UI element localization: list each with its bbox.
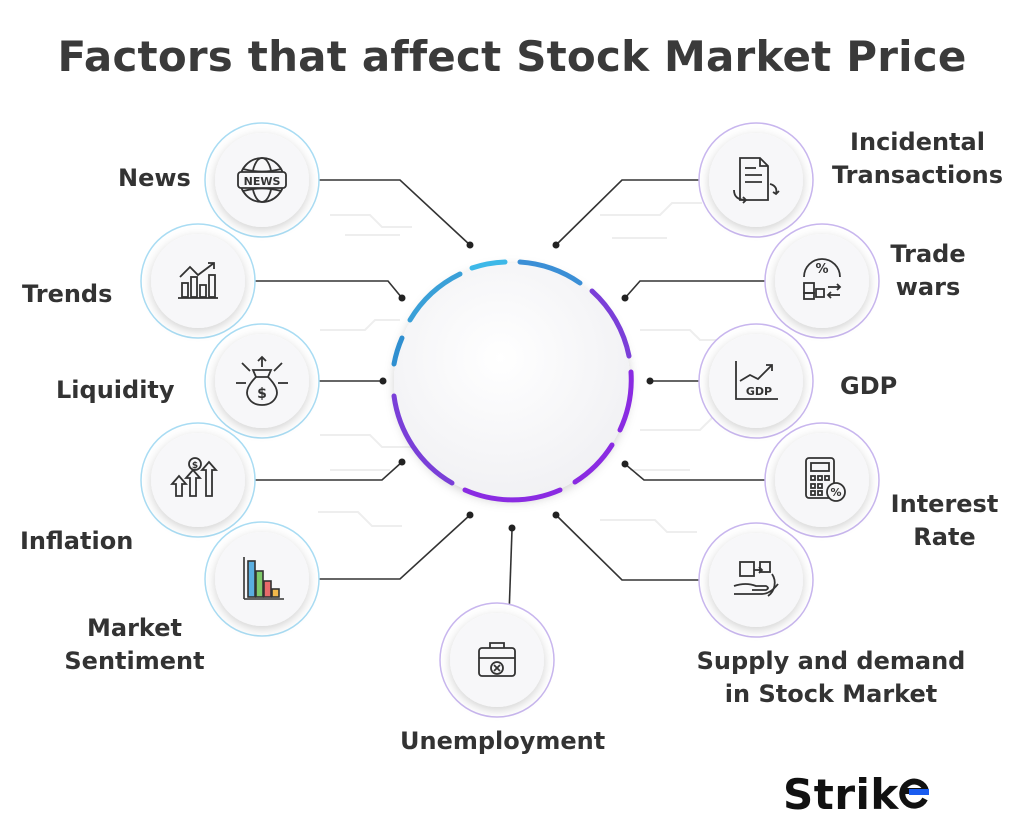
- svg-text:%: %: [815, 262, 828, 277]
- node-liquidity: $: [204, 323, 320, 439]
- svg-text:NEWS: NEWS: [244, 175, 281, 188]
- briefcase-x-icon: [478, 642, 516, 677]
- label-trends: Trends: [22, 280, 113, 308]
- bar-chart-up-icon: [178, 262, 218, 299]
- svg-text:%: %: [830, 486, 841, 499]
- label-trade-wars: Trade wars: [890, 240, 966, 301]
- node-news: NEWS: [204, 122, 320, 238]
- node-supply-demand: [698, 522, 814, 638]
- node-trade-wars: %: [764, 223, 880, 339]
- label-gdp: GDP: [840, 372, 898, 400]
- connector-lines: [243, 179, 780, 616]
- calculator-percent-icon: %: [805, 457, 846, 502]
- node-inflation: $: [140, 422, 256, 538]
- label-supply-demand: Supply and demand in Stock Market: [696, 647, 966, 708]
- svg-text:GDP: GDP: [746, 385, 772, 398]
- label-unemployment: Unemployment: [400, 727, 606, 755]
- node-unemployment: [439, 602, 555, 718]
- node-market-sentiment: [204, 521, 320, 637]
- logo-e-mark: [899, 770, 930, 809]
- rising-arrows-dollar-icon: $: [170, 457, 218, 497]
- money-bag-arrows-icon: $: [236, 355, 288, 406]
- svg-text:$: $: [257, 386, 267, 402]
- hand-box-exchange-icon: [733, 561, 779, 597]
- label-incidental-transactions: Incidental Transactions: [831, 128, 1004, 189]
- label-interest-rate: Interest Rate: [890, 490, 999, 551]
- percent-boxes-exchange-icon: %: [803, 258, 842, 300]
- label-inflation: Inflation: [20, 527, 134, 555]
- node-gdp: GDP: [698, 323, 814, 439]
- hub-arc-segments: [391, 259, 634, 503]
- label-news: News: [118, 164, 191, 192]
- node-trends: [140, 223, 256, 339]
- central-hub: [391, 259, 634, 503]
- gdp-chart-icon: GDP: [735, 361, 778, 400]
- colored-bar-chart-icon: [243, 557, 284, 600]
- label-liquidity: Liquidity: [56, 376, 175, 404]
- label-market-sentiment: Market Sentiment: [64, 614, 205, 675]
- news-globe-icon: NEWS: [237, 157, 287, 203]
- strike-logo: Strik: [783, 770, 930, 819]
- node-interest-rate: %: [764, 422, 880, 538]
- node-incidental-transactions: [698, 122, 814, 238]
- document-exchange-icon: [733, 157, 780, 204]
- svg-text:$: $: [192, 461, 198, 471]
- page-title: Factors that affect Stock Market Price: [57, 32, 967, 81]
